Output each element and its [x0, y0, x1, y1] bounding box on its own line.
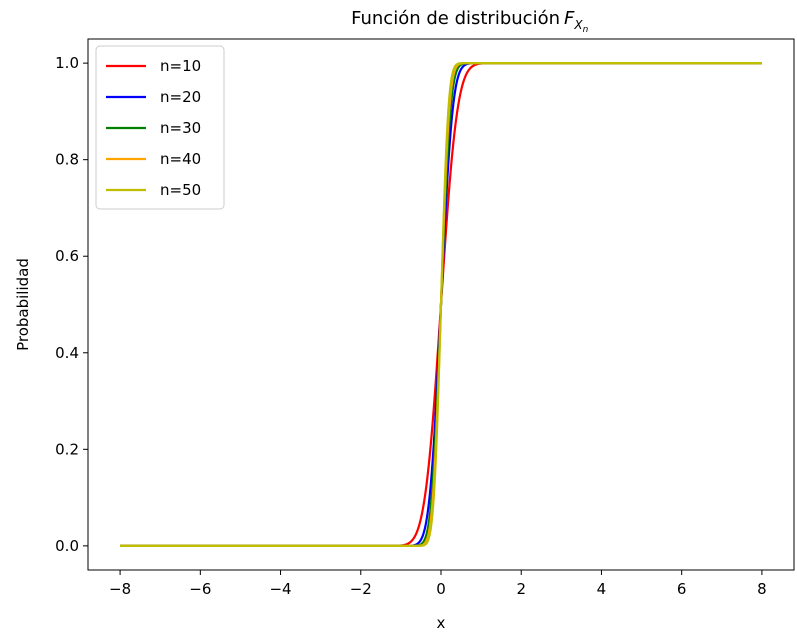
legend-label: n=50 — [160, 181, 201, 199]
legend-label: n=30 — [160, 119, 201, 137]
x-axis-label: x — [437, 614, 446, 632]
x-tick-label: 6 — [677, 580, 687, 598]
y-tick-label: 0.8 — [55, 151, 79, 169]
plot-area — [120, 62, 762, 547]
chart-title: Función de distribución FXn — [351, 8, 588, 35]
series-line-n=50 — [120, 62, 762, 547]
title-math-subsub: n — [583, 25, 589, 35]
chart-title-math: FXn — [564, 8, 589, 35]
axes-frame — [87, 38, 795, 571]
legend-label: n=40 — [160, 150, 201, 168]
legend: n=10 n=20 n=30 n=40 n=50 — [95, 45, 225, 210]
x-tick-label: 0 — [436, 580, 446, 598]
legend-label: n=10 — [160, 57, 201, 75]
title-math-base: F — [564, 8, 575, 29]
title-math-sub: X — [573, 18, 583, 32]
x-tick-label: 8 — [757, 580, 767, 598]
chart-title-text: Función de distribución — [351, 8, 560, 29]
x-tick-label: −6 — [189, 580, 211, 598]
y-axis-ticks: 0.0 0.2 0.4 0.6 0.8 1.0 — [55, 54, 88, 555]
y-tick-label: 0.4 — [55, 344, 79, 362]
y-tick-label: 0.2 — [55, 440, 79, 458]
legend-label: n=20 — [160, 88, 201, 106]
x-axis-ticks: −8 −6 −4 −2 0 2 4 6 8 — [109, 570, 767, 598]
x-tick-label: 2 — [516, 580, 526, 598]
y-tick-label: 0.6 — [55, 247, 79, 265]
x-tick-label: −8 — [109, 580, 131, 598]
legend-box — [95, 45, 225, 210]
x-tick-label: −4 — [269, 580, 291, 598]
y-tick-label: 0.0 — [55, 537, 79, 555]
y-tick-label: 1.0 — [55, 54, 79, 72]
x-tick-label: 4 — [597, 580, 607, 598]
x-tick-label: −2 — [350, 580, 372, 598]
y-axis-label: Probabilidad — [14, 258, 32, 351]
